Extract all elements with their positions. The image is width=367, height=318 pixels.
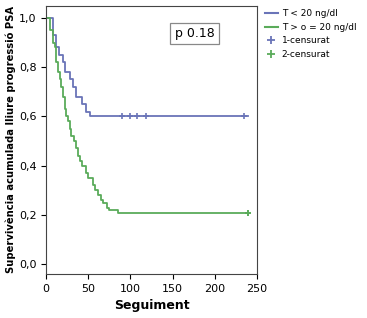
Y-axis label: Supervivència acumulada lliure progressió PSA: Supervivència acumulada lliure progressi… — [6, 6, 16, 273]
X-axis label: Seguiment: Seguiment — [114, 300, 189, 313]
Text: p 0.18: p 0.18 — [175, 27, 214, 40]
Legend: T < 20 ng/dl, T > o = 20 ng/dl, 1-censurat, 2-censurat: T < 20 ng/dl, T > o = 20 ng/dl, 1-censur… — [261, 5, 360, 62]
